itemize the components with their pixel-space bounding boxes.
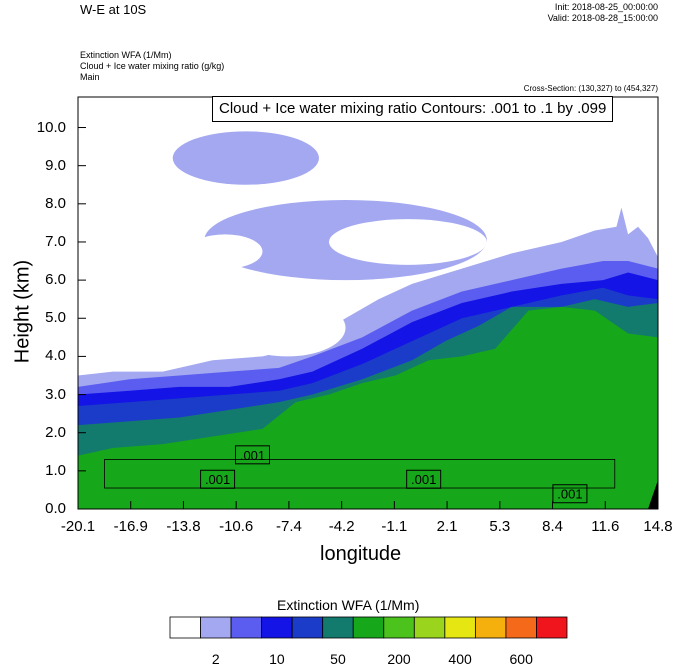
x-tick-label: 14.8 [643,518,673,535]
x-tick-label: 5.3 [489,518,511,535]
colorbar [169,616,568,639]
colorbar-swatch [200,616,232,639]
x-tick-label: -16.9 [113,518,148,535]
plot-title: W-E at 10S [80,2,147,17]
band-fill [104,459,615,489]
init-time: Init: 2018-08-25_00:00:00 [554,2,658,12]
x-tick-label: 8.4 [542,518,563,535]
field-name-2: Cloud + Ice water mixing ratio (g/kg) [80,61,225,71]
white-hole-2 [187,234,263,269]
contour-label: .001 [557,487,582,502]
x-tick-label: -13.8 [166,518,201,535]
colorbar-swatch [291,616,324,639]
x-axis [77,501,659,509]
field-name-1: Extinction WFA (1/Mm) [80,50,172,60]
y-tick-label: 4.0 [45,347,66,365]
cloud-patches [172,131,487,357]
x-tick-label: -4.2 [328,518,355,535]
y-axis [78,127,86,510]
contour-label: .001 [240,448,265,463]
low-level-band [104,459,616,489]
field-name-3: Main [80,72,100,82]
colorbar-swatch [261,616,293,639]
colorbar-label: 400 [448,651,472,667]
colorbar-swatch [169,616,201,639]
white-hole-3 [229,299,346,357]
cross-section-info: Cross-Section: (130,327) to (454,327) [523,84,658,93]
contour-label-box [200,469,236,489]
colorbar-swatch [352,616,385,639]
time-info: Init: 2018-08-25_00:00:00 Valid: 2018-08… [548,2,658,24]
colorbar-label: 600 [509,651,533,667]
y-tick-label: 5.0 [45,309,66,327]
valid-time: Valid: 2018-08-28_15:00:00 [547,13,658,23]
contour-label-box [406,469,442,489]
y-tick-label: 3.0 [45,385,66,403]
y-tick-label: 9.0 [45,156,66,174]
colorbar-swatch [536,616,568,639]
colorbar-swatch [230,616,263,639]
band-contour [104,459,616,489]
contour-label-box [552,484,588,504]
contour-labels: .001 .001 .001 .001 [200,445,588,504]
layer-green [78,306,658,509]
x-tick-label: -7.4 [275,518,302,535]
plot-area [78,97,658,509]
contour-label-box [234,445,270,465]
extinction-layers [78,207,658,509]
x-axis-label: longitude [320,543,402,565]
colorbar-swatch [383,616,415,639]
colorbar-swatch [474,616,507,639]
cloud-patch-top [172,131,319,185]
colorbar-title: Extinction WFA (1/Mm) [277,597,420,613]
y-tick-label: 6.0 [45,271,66,289]
x-tick-label: -20.1 [60,518,96,535]
x-tick-label: -10.6 [219,518,254,535]
white-hole-1 [328,219,487,265]
colorbar-swatch [444,616,476,639]
y-tick-label: 10.0 [36,118,66,136]
y-tick-label: 0.0 [45,500,66,517]
terrain [648,480,658,509]
y-tick-label: 1.0 [45,461,66,479]
contour-info-box: Cloud + Ice water mixing ratio Contours:… [212,96,614,122]
colorbar-label: 2 [211,651,220,667]
contour-label: .001 [205,472,230,487]
y-tick-label: 2.0 [45,423,66,441]
colorbar-swatch [413,616,446,639]
x-tick-label: 11.6 [591,518,620,535]
y-tick-label: 8.0 [45,194,66,212]
colorbar-swatch [505,616,537,639]
contour-label: .001 [411,472,436,487]
colorbar-label: 50 [330,651,346,667]
colorbar-label: 200 [387,651,411,667]
colorbar-label: 10 [269,651,285,667]
x-tick-label: -1.1 [381,518,408,535]
colorbar-swatch [322,616,354,639]
y-tick-label: 7.0 [45,232,66,250]
x-tick-label: 2.1 [436,518,458,535]
